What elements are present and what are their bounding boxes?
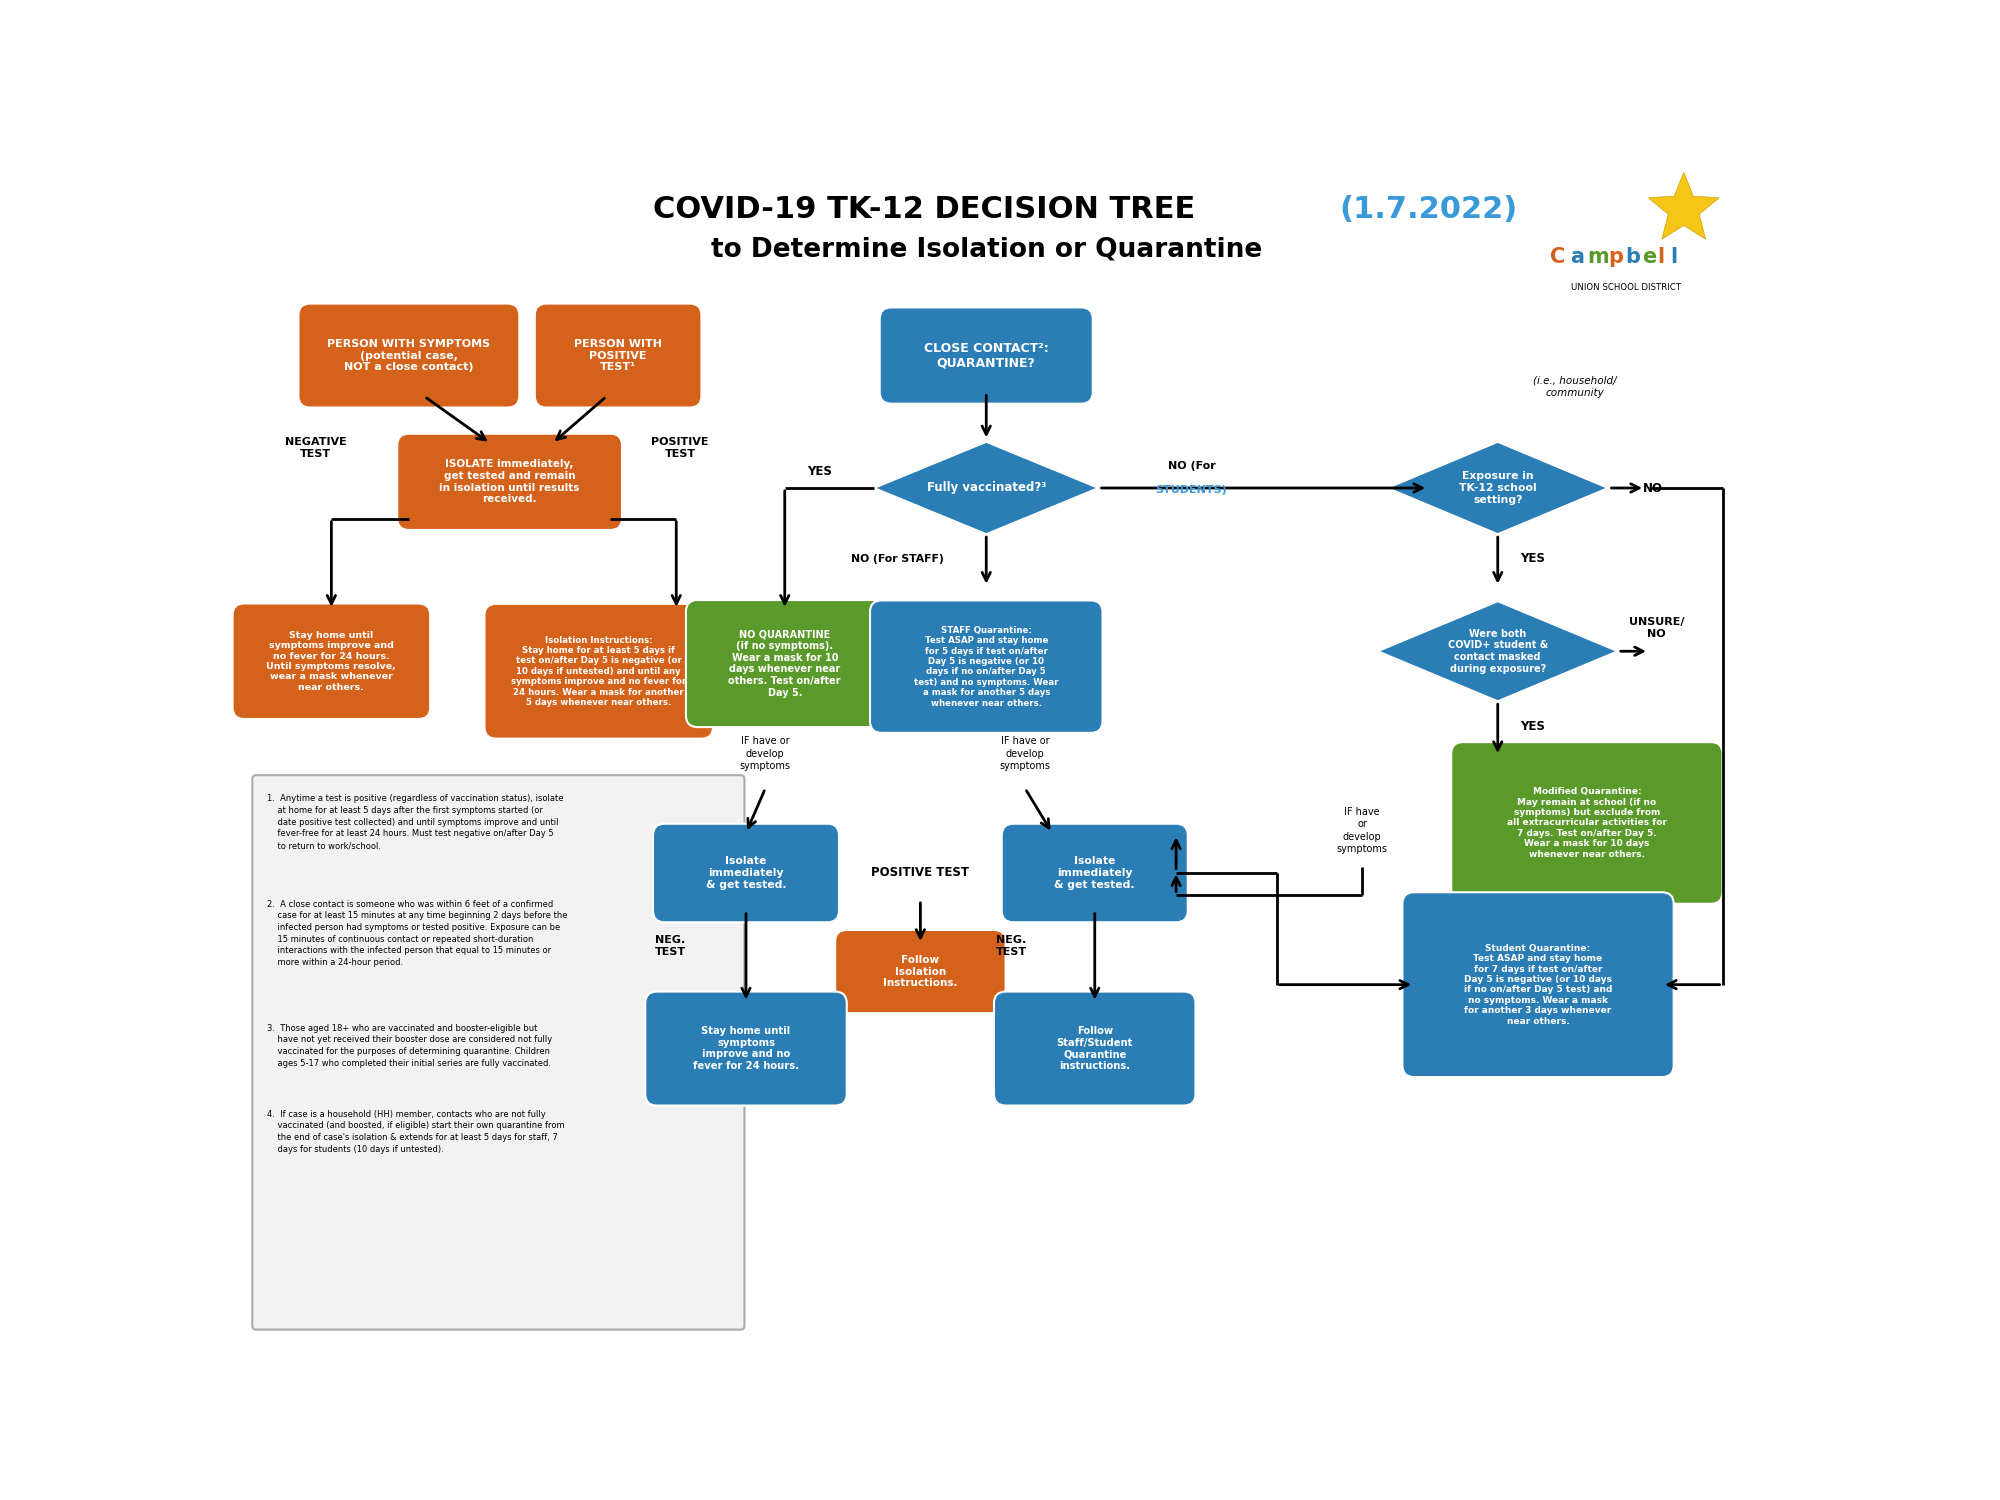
- Text: Student Quarantine:
Test ASAP and stay home
for 7 days if test on/after
Day 5 is: Student Quarantine: Test ASAP and stay h…: [1464, 944, 1612, 1026]
- FancyBboxPatch shape: [652, 824, 840, 922]
- FancyBboxPatch shape: [646, 992, 846, 1106]
- Text: (i.e., household/
community: (i.e., household/ community: [1534, 375, 1618, 398]
- Text: p: p: [1608, 248, 1622, 267]
- Text: NEG.
TEST: NEG. TEST: [654, 934, 686, 957]
- FancyBboxPatch shape: [232, 603, 430, 718]
- Text: PERSON WITH
POSITIVE
TEST¹: PERSON WITH POSITIVE TEST¹: [574, 339, 662, 372]
- Text: 1.  Anytime a test is positive (regardless of vaccination status), isolate
    a: 1. Anytime a test is positive (regardles…: [268, 795, 564, 850]
- Text: Exposure in
TK-12 school
setting?: Exposure in TK-12 school setting?: [1458, 471, 1536, 504]
- Text: IF have or
develop
symptoms: IF have or develop symptoms: [1000, 736, 1050, 771]
- FancyBboxPatch shape: [484, 604, 714, 738]
- Text: NO QUARANTINE
(if no symptoms).
Wear a mask for 10
days whenever near
others. Te: NO QUARANTINE (if no symptoms). Wear a m…: [728, 630, 840, 698]
- Polygon shape: [1388, 442, 1608, 534]
- Text: Follow
Staff/Student
Quarantine
instructions.: Follow Staff/Student Quarantine instruct…: [1056, 1026, 1132, 1071]
- Polygon shape: [1648, 172, 1720, 238]
- Text: Fully vaccinated?³: Fully vaccinated?³: [926, 482, 1046, 495]
- FancyBboxPatch shape: [298, 303, 520, 408]
- Text: a: a: [1570, 248, 1584, 267]
- Text: 3.  Those aged 18+ who are vaccinated and booster-eligible but
    have not yet : 3. Those aged 18+ who are vaccinated and…: [268, 1023, 552, 1068]
- Text: C: C: [1550, 248, 1566, 267]
- Text: (1.7.2022): (1.7.2022): [1338, 195, 1518, 223]
- FancyBboxPatch shape: [1402, 892, 1674, 1077]
- Text: CLOSE CONTACT²:
QUARANTINE?: CLOSE CONTACT²: QUARANTINE?: [924, 342, 1048, 369]
- Text: Modified Quarantine:
May remain at school (if no
symptoms) but exclude from
all : Modified Quarantine: May remain at schoo…: [1506, 788, 1666, 858]
- Text: Stay home until
symptoms
improve and no
fever for 24 hours.: Stay home until symptoms improve and no …: [694, 1026, 800, 1071]
- Text: b: b: [1624, 248, 1640, 267]
- Text: 2.  A close contact is someone who was within 6 feet of a confirmed
    case for: 2. A close contact is someone who was wi…: [268, 900, 568, 968]
- Text: UNSURE/
NO: UNSURE/ NO: [1628, 616, 1684, 639]
- FancyBboxPatch shape: [836, 930, 1006, 1013]
- Text: 4.  If case is a household (HH) member, contacts who are not fully
    vaccinate: 4. If case is a household (HH) member, c…: [268, 1110, 564, 1154]
- Text: NO (For STAFF): NO (For STAFF): [850, 554, 944, 564]
- Text: YES: YES: [1520, 552, 1546, 566]
- FancyBboxPatch shape: [1452, 742, 1722, 904]
- Text: NEGATIVE
TEST: NEGATIVE TEST: [286, 436, 346, 459]
- FancyBboxPatch shape: [994, 992, 1196, 1106]
- Text: IF have or
develop
symptoms: IF have or develop symptoms: [740, 736, 790, 771]
- Text: Were both
COVID+ student &
contact masked
during exposure?: Were both COVID+ student & contact maske…: [1448, 628, 1548, 674]
- Text: Follow
Isolation
Instructions.: Follow Isolation Instructions.: [884, 956, 958, 988]
- FancyBboxPatch shape: [398, 433, 622, 530]
- Text: STUDENTS): STUDENTS): [1156, 484, 1228, 495]
- Text: POSITIVE
TEST: POSITIVE TEST: [652, 436, 708, 459]
- Text: Isolation Instructions:
Stay home for at least 5 days if
test on/after Day 5 is : Isolation Instructions: Stay home for at…: [512, 636, 686, 706]
- Text: YES: YES: [1520, 720, 1546, 734]
- Text: NO (For: NO (For: [1168, 462, 1216, 471]
- Text: NO: NO: [1642, 482, 1662, 495]
- Text: l: l: [1658, 248, 1664, 267]
- Text: e: e: [1642, 248, 1656, 267]
- Polygon shape: [874, 442, 1098, 534]
- FancyBboxPatch shape: [534, 303, 702, 408]
- Text: Isolate
immediately
& get tested.: Isolate immediately & get tested.: [706, 856, 786, 889]
- Text: m: m: [1586, 248, 1608, 267]
- Text: l: l: [1670, 248, 1678, 267]
- Text: Isolate
immediately
& get tested.: Isolate immediately & get tested.: [1054, 856, 1136, 889]
- FancyBboxPatch shape: [686, 600, 884, 728]
- Text: NEG.
TEST: NEG. TEST: [996, 934, 1026, 957]
- FancyBboxPatch shape: [252, 776, 744, 1329]
- Text: UNION SCHOOL DISTRICT: UNION SCHOOL DISTRICT: [1570, 284, 1680, 292]
- Polygon shape: [1378, 602, 1618, 702]
- Text: to Determine Isolation or Quarantine: to Determine Isolation or Quarantine: [710, 237, 1262, 262]
- FancyBboxPatch shape: [870, 600, 1102, 734]
- Text: ISOLATE immediately,
get tested and remain
in isolation until results
received.: ISOLATE immediately, get tested and rema…: [440, 459, 580, 504]
- Text: IF have
or
develop
symptoms: IF have or develop symptoms: [1336, 807, 1388, 855]
- Text: Stay home until
symptoms improve and
no fever for 24 hours.
Until symptoms resol: Stay home until symptoms improve and no …: [266, 630, 396, 692]
- Text: YES: YES: [808, 465, 832, 477]
- Text: PERSON WITH SYMPTOMS
(potential case,
NOT a close contact): PERSON WITH SYMPTOMS (potential case, NO…: [328, 339, 490, 372]
- FancyBboxPatch shape: [1002, 824, 1188, 922]
- Text: POSITIVE TEST: POSITIVE TEST: [872, 867, 970, 879]
- Text: COVID-19 TK-12 DECISION TREE: COVID-19 TK-12 DECISION TREE: [652, 195, 1206, 223]
- Text: STAFF Quarantine:
Test ASAP and stay home
for 5 days if test on/after
Day 5 is n: STAFF Quarantine: Test ASAP and stay hom…: [914, 626, 1058, 708]
- FancyBboxPatch shape: [880, 308, 1092, 404]
